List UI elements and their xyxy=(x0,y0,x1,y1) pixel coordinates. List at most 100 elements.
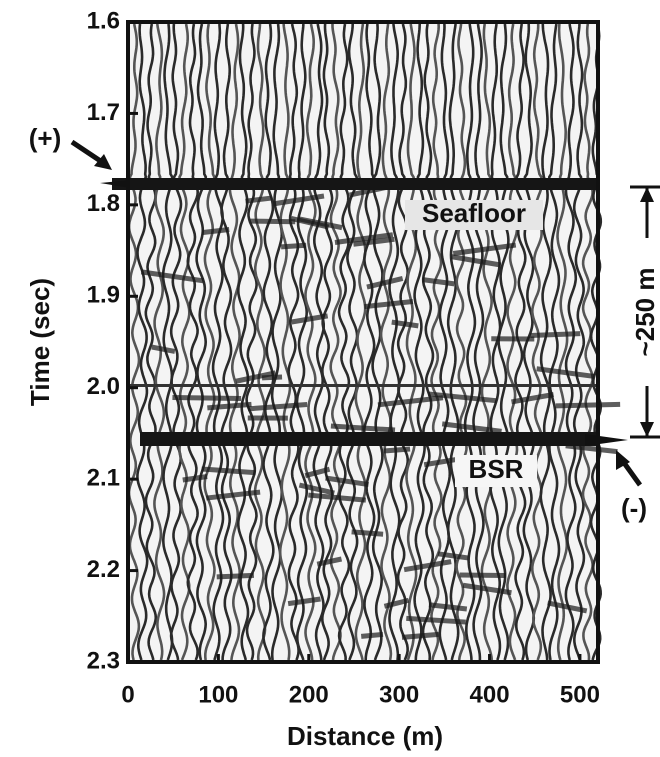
seismic-trace xyxy=(312,23,325,661)
seismic-event xyxy=(353,236,395,247)
seismic-trace xyxy=(405,23,418,661)
seismic-event xyxy=(245,195,272,204)
seismic-event xyxy=(182,474,208,483)
seismic-trace xyxy=(320,23,334,661)
seismic-trace xyxy=(581,23,594,661)
x-tick-label: 200 xyxy=(289,681,329,708)
seismic-event xyxy=(351,529,384,537)
annotation: (+) xyxy=(29,123,62,153)
seismic-event xyxy=(201,466,256,476)
seismic-event xyxy=(391,319,419,329)
seismic-event xyxy=(172,395,242,402)
seismic-event xyxy=(280,242,307,250)
seismic-event xyxy=(151,344,176,354)
seismic-trace xyxy=(497,23,510,661)
seismic-trace xyxy=(506,23,519,661)
seismic-trace xyxy=(245,23,258,661)
seismic-trace xyxy=(354,23,367,661)
seismic-trace xyxy=(337,23,351,660)
x-tick-label: 100 xyxy=(198,681,238,708)
annotation: (-) xyxy=(621,493,647,523)
seismic-event xyxy=(383,597,410,609)
seismic-event xyxy=(565,443,618,455)
seismic-event xyxy=(247,401,308,412)
seismic-event xyxy=(406,615,466,625)
seismic-event xyxy=(383,446,411,454)
seismic-event xyxy=(287,596,321,607)
x-tick-label: 400 xyxy=(470,681,510,708)
seismic-trace xyxy=(572,23,586,661)
seismic-trace xyxy=(278,23,292,661)
y-tick-label: 2.0 xyxy=(87,373,120,400)
seismic-image xyxy=(127,22,621,662)
seismic-event xyxy=(364,299,414,310)
seismic-trace xyxy=(236,23,250,661)
seismic-event xyxy=(536,366,595,379)
seismic-event xyxy=(201,227,230,236)
arrowhead xyxy=(94,154,112,170)
seismic-trace xyxy=(127,23,141,661)
x-tick-label: 0 xyxy=(121,681,134,708)
seismic-trace xyxy=(463,23,477,661)
seismic-event xyxy=(366,276,404,290)
seismic-trace xyxy=(388,23,401,661)
y-tick-label: 1.9 xyxy=(87,282,120,309)
seismic-trace xyxy=(329,24,342,661)
annotation: Seafloor xyxy=(422,198,526,228)
seismic-trace xyxy=(153,23,166,661)
seismic-trace xyxy=(178,23,191,661)
seismic-event xyxy=(428,602,468,612)
seismic-trace xyxy=(362,23,376,661)
seismic-event xyxy=(547,600,588,614)
seismic-event xyxy=(462,582,512,596)
seismic-trace xyxy=(186,23,200,661)
seismic-trace xyxy=(489,23,502,661)
seismic-trace xyxy=(161,23,174,661)
seismic-event xyxy=(298,482,335,496)
seismic-event xyxy=(530,331,581,338)
seismic-event xyxy=(261,374,283,381)
seismic-trace xyxy=(287,23,300,661)
seismic-event xyxy=(216,572,255,580)
plot-frame xyxy=(126,20,600,664)
seismic-trace xyxy=(136,23,149,661)
label-box xyxy=(405,200,543,230)
seismic-event xyxy=(422,277,455,287)
reflector-line xyxy=(128,384,598,387)
x-tick-label: 500 xyxy=(560,681,600,708)
seismic-event xyxy=(555,401,621,409)
bsr-reflector xyxy=(140,432,598,446)
seismic-trace xyxy=(169,23,183,661)
x-tick-label: 300 xyxy=(379,681,419,708)
seismic-trace xyxy=(262,23,275,661)
seismic-trace xyxy=(304,23,317,661)
y-axis-label: Time (sec) xyxy=(25,278,55,406)
y-tick-label: 1.8 xyxy=(87,190,120,217)
annotation: ~250 m xyxy=(630,268,660,357)
seismic-event xyxy=(290,216,330,230)
seismic-trace xyxy=(379,23,393,661)
seismic-event xyxy=(403,559,452,573)
seismic-trace xyxy=(514,23,527,661)
seismic-event xyxy=(291,313,329,325)
seismic-trace xyxy=(455,23,468,661)
seismic-trace xyxy=(539,23,552,661)
seismic-trace xyxy=(144,23,158,661)
seismic-trace xyxy=(556,23,569,661)
seismic-event xyxy=(272,193,325,207)
seismic-trace xyxy=(371,23,384,661)
seismic-trace xyxy=(211,23,225,661)
seismic-event xyxy=(330,423,396,433)
y-tick-label: 2.1 xyxy=(87,464,120,491)
seismic-event xyxy=(250,218,296,225)
seismic-event xyxy=(325,475,369,488)
seafloor-reflector xyxy=(112,178,598,190)
seismic-event xyxy=(437,551,469,561)
seismic-trace xyxy=(195,23,208,661)
seismic-event xyxy=(360,631,384,639)
seismic-trace xyxy=(530,24,544,661)
seismic-event xyxy=(428,391,497,404)
seismic-trace xyxy=(548,23,561,661)
seismic-event xyxy=(140,269,204,284)
seismic-trace xyxy=(203,23,216,661)
